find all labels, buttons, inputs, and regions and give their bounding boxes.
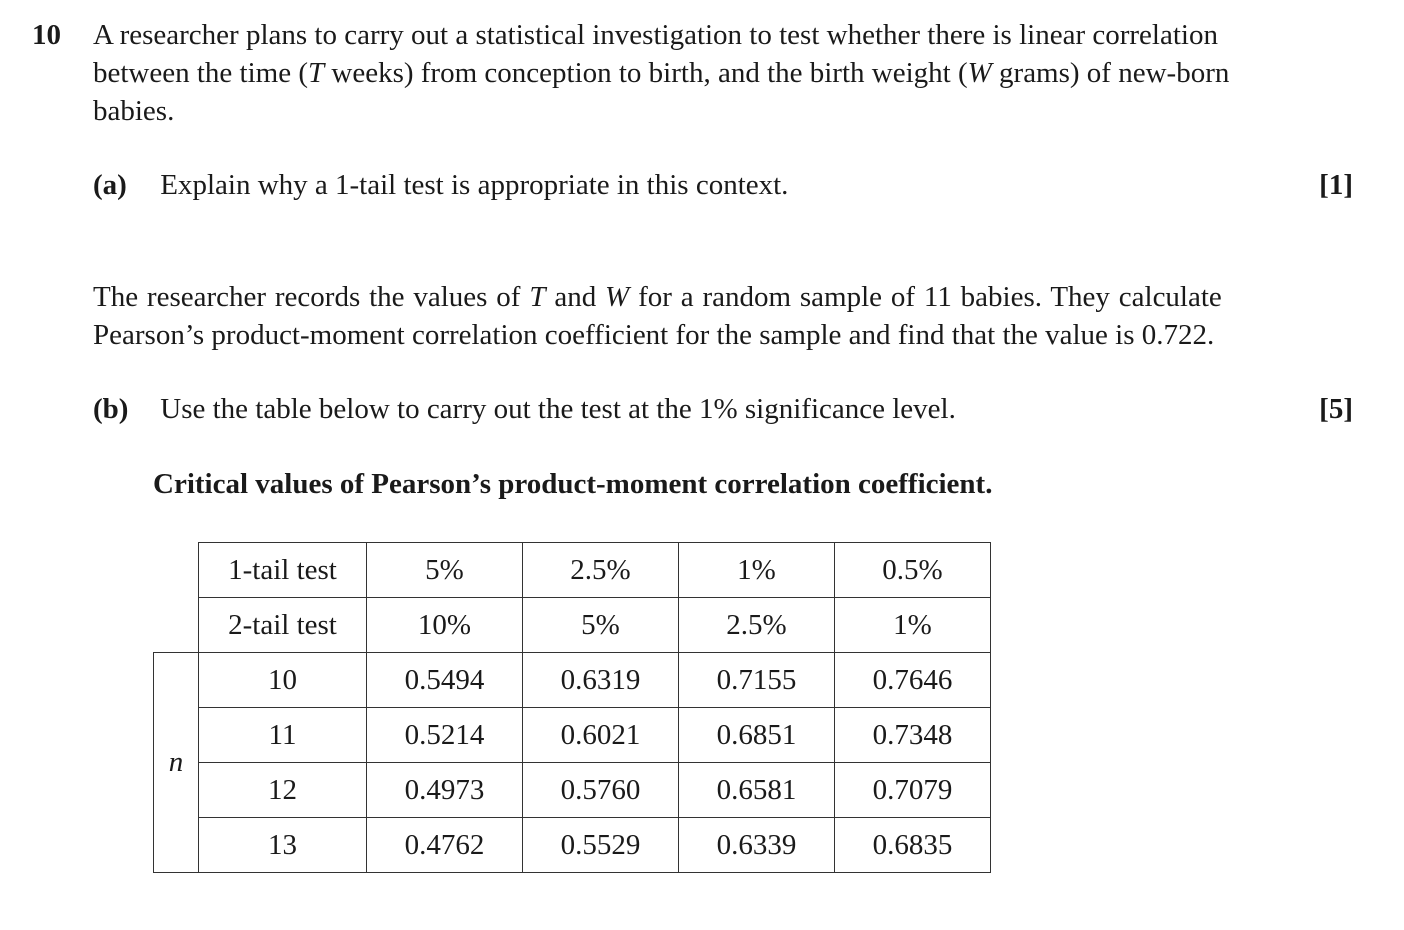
info-line-1-text-c: for a random sample of 11 babies. They c… — [629, 281, 1222, 313]
blank-cell — [153, 542, 199, 598]
header-cell: 10% — [366, 597, 523, 653]
critical-value-cell: 0.4762 — [366, 817, 523, 873]
table-row: n 10 0.5494 0.6319 0.7155 0.7646 — [153, 652, 991, 873]
critical-value-cell: 0.6581 — [678, 762, 835, 818]
part-b-label: (b) — [93, 393, 129, 425]
stem-line-3: babies. — [93, 95, 175, 127]
critical-value-cell: 0.5494 — [366, 652, 523, 708]
info-paragraph: The researcher records the values of T a… — [93, 278, 1353, 354]
part-b-text: Use the table below to carry out the tes… — [160, 393, 956, 425]
info-line-1-text-a: The researcher records the values of — [93, 281, 530, 313]
part-a: (a) Explain why a 1-tail test is appropr… — [93, 166, 1353, 204]
critical-value-cell: 0.5760 — [522, 762, 679, 818]
variable-t: T — [308, 57, 325, 89]
critical-value-cell: 0.6851 — [678, 707, 835, 763]
one-tail-row: 1-tail test 5% 2.5% 1% 0.5% — [153, 542, 991, 598]
header-cell: 1% — [834, 597, 991, 653]
critical-value-cell: 0.6339 — [678, 817, 835, 873]
info-line-1: The researcher records the values of T a… — [93, 278, 1353, 316]
part-b-marks: [5] — [1319, 393, 1353, 425]
header-cell: 5% — [366, 542, 523, 598]
stem-line-2-text-a: between the time ( — [93, 57, 308, 89]
critical-value-cell: 0.4973 — [366, 762, 523, 818]
critical-value-cell: 0.5529 — [522, 817, 679, 873]
part-b: (b) Use the table below to carry out the… — [93, 390, 1353, 428]
n-value-cell: 13 — [198, 817, 367, 873]
critical-value-cell: 0.7079 — [834, 762, 991, 818]
critical-value-cell: 0.6835 — [834, 817, 991, 873]
question-stem: A researcher plans to carry out a statis… — [93, 16, 1353, 130]
n-value-cell: 12 — [198, 762, 367, 818]
n-label: n — [153, 652, 199, 873]
stem-line-2-text-b: weeks) from conception to birth, and the… — [324, 57, 968, 89]
critical-values-table: 1-tail test 5% 2.5% 1% 0.5% 2-tail test … — [153, 542, 991, 873]
stem-line-1: A researcher plans to carry out a statis… — [93, 16, 1353, 54]
variable-w: W — [605, 281, 630, 313]
variable-w: W — [967, 57, 992, 89]
question-number: 10 — [32, 19, 61, 51]
info-line-1-text-b: and — [545, 281, 606, 313]
header-cell: 2.5% — [678, 597, 835, 653]
header-cell: 1% — [678, 542, 835, 598]
stem-line-1-text: A researcher plans to carry out a statis… — [93, 19, 1218, 51]
critical-value-cell: 0.7646 — [834, 652, 991, 708]
critical-value-cell: 0.7348 — [834, 707, 991, 763]
blank-cell — [153, 597, 199, 653]
header-cell: 2-tail test — [198, 597, 367, 653]
stem-line-2: between the time (T weeks) from concepti… — [93, 54, 1353, 92]
table-row: 12 0.4973 0.5760 0.6581 0.7079 — [154, 762, 991, 818]
n-value-cell: 10 — [198, 652, 367, 708]
n-value-cell: 11 — [198, 707, 367, 763]
table-title: Critical values of Pearson’s product-mom… — [153, 468, 993, 500]
two-tail-row: 2-tail test 10% 5% 2.5% 1% — [153, 597, 991, 653]
critical-value-cell: 0.7155 — [678, 652, 835, 708]
header-cell: 5% — [522, 597, 679, 653]
stem-line-2-text-c: grams) of new-born — [991, 57, 1230, 89]
part-a-text: Explain why a 1-tail test is appropriate… — [160, 169, 789, 201]
critical-value-cell: 0.6319 — [522, 652, 679, 708]
variable-t: T — [529, 281, 546, 313]
critical-value-cell: 0.6021 — [522, 707, 679, 763]
header-cell: 1-tail test — [198, 542, 367, 598]
table-row: 13 0.4762 0.5529 0.6339 0.6835 — [154, 817, 991, 873]
part-a-marks: [1] — [1319, 169, 1353, 201]
critical-value-cell: 0.5214 — [366, 707, 523, 763]
header-cell: 2.5% — [522, 542, 679, 598]
table-row: 11 0.5214 0.6021 0.6851 0.7348 — [154, 707, 991, 763]
info-line-2: Pearson’s product-moment correlation coe… — [93, 319, 1215, 351]
header-cell: 0.5% — [834, 542, 991, 598]
part-a-label: (a) — [93, 169, 127, 201]
